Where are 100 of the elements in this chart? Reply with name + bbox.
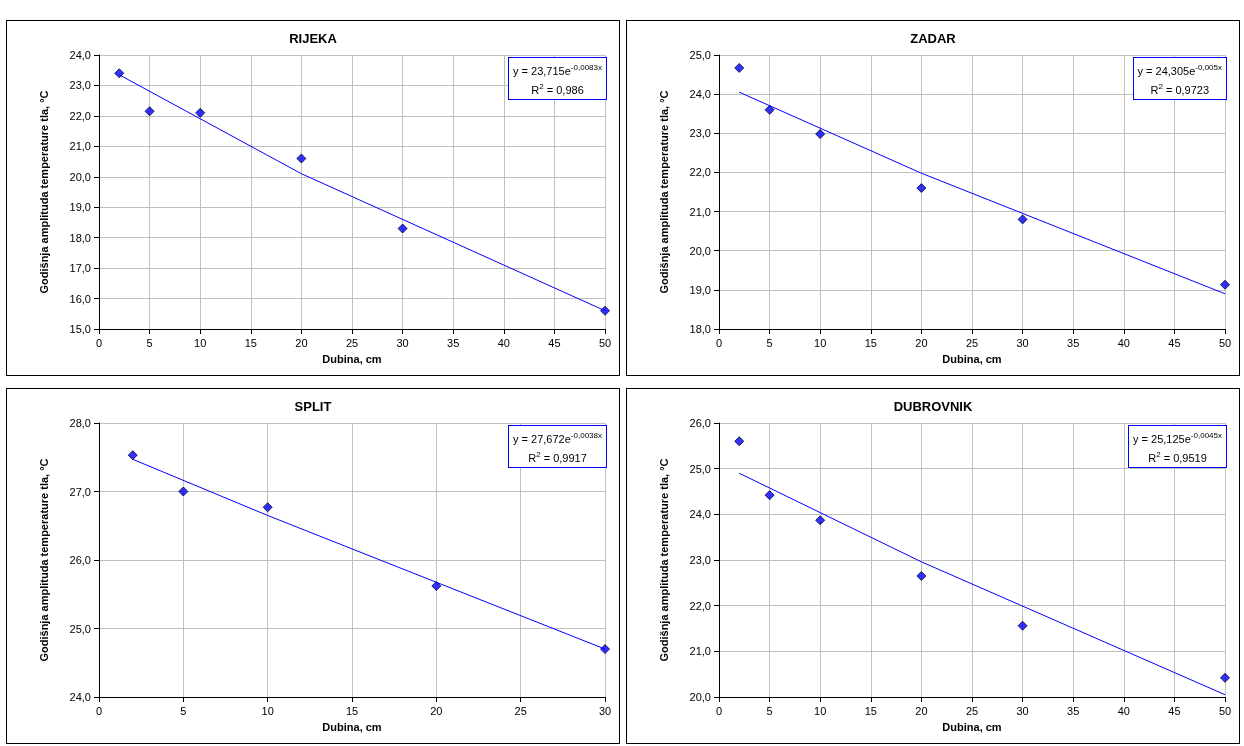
y-tick-label: 24,0 bbox=[689, 508, 711, 521]
y-tick-label: 21,0 bbox=[689, 645, 711, 658]
point bbox=[734, 436, 745, 447]
annotation: y = 27,672e$^{-0,0038x}$ bbox=[513, 430, 602, 447]
x-tick-label: 30 bbox=[1016, 704, 1029, 717]
x-tick-label: 50 bbox=[1218, 336, 1232, 349]
x-tick-label: 10 bbox=[814, 704, 827, 717]
y-tick-label: 18,0 bbox=[689, 323, 711, 335]
x-tick-label: 40 bbox=[1117, 704, 1130, 717]
y-tick-label: 17,0 bbox=[69, 262, 91, 275]
point bbox=[600, 644, 610, 655]
x-tick-label: 5 bbox=[180, 704, 187, 717]
x-tick-label: 20 bbox=[430, 704, 443, 717]
y-tick-label: 22,0 bbox=[689, 166, 711, 179]
x-tick-label: 15 bbox=[864, 704, 877, 717]
y-tick-label: 27,0 bbox=[69, 485, 91, 498]
y-tick-label: 24,0 bbox=[689, 88, 711, 101]
y-tick-label: 28,0 bbox=[69, 417, 91, 429]
y-tick-label: 21,0 bbox=[689, 205, 711, 218]
point bbox=[815, 515, 826, 526]
y-tick-label: 24,0 bbox=[69, 691, 91, 703]
point bbox=[262, 502, 273, 513]
x-tick-label: 45 bbox=[1168, 336, 1181, 349]
x-tick-label: 0 bbox=[95, 704, 103, 717]
y-tick-label: 16,0 bbox=[69, 292, 91, 305]
annotation: y = 25,125e$^{-0,0045x}$ bbox=[1133, 430, 1222, 447]
y-axis-title: Godišnja amplituda temperature tla, °C bbox=[658, 458, 670, 662]
point bbox=[178, 486, 189, 497]
point bbox=[397, 223, 408, 234]
x-tick-label: 35 bbox=[1067, 336, 1080, 349]
x-tick-label: 40 bbox=[1117, 336, 1130, 349]
x-axis-title: Dubina, cm bbox=[942, 352, 1002, 365]
y-axis-title: Godišnja amplituda temperature tla, °C bbox=[38, 90, 50, 294]
point bbox=[1220, 279, 1230, 290]
x-tick-label: 45 bbox=[548, 336, 561, 349]
chart-title: DUBROVNIK bbox=[893, 399, 973, 414]
annotation: R$^{2}$ = 0,9519 bbox=[1147, 448, 1208, 466]
annotation: y = 23,715e$^{-0,0083x}$ bbox=[513, 62, 602, 79]
y-tick-label: 15,0 bbox=[69, 323, 91, 335]
point bbox=[431, 581, 442, 592]
point bbox=[114, 68, 125, 79]
y-axis-title: Godišnja amplituda temperature tla, °C bbox=[38, 458, 50, 662]
y-tick-label: 21,0 bbox=[69, 140, 91, 153]
x-axis-title: Dubina, cm bbox=[942, 720, 1002, 733]
y-tick-label: 18,0 bbox=[69, 231, 91, 244]
chart-title: RIJEKA bbox=[289, 31, 338, 46]
y-tick-label: 23,0 bbox=[689, 554, 711, 566]
x-axis-title: Dubina, cm bbox=[322, 352, 382, 365]
point bbox=[144, 106, 155, 117]
x-tick-label: 5 bbox=[146, 336, 153, 349]
y-tick-label: 23,0 bbox=[689, 127, 711, 140]
x-tick-label: 35 bbox=[447, 336, 460, 349]
y-tick-label: 25,0 bbox=[689, 462, 711, 475]
annotation: y = 24,305e$^{-0,005x}$ bbox=[1137, 62, 1222, 79]
x-tick-label: 0 bbox=[95, 336, 103, 349]
y-tick-label: 26,0 bbox=[69, 554, 91, 566]
x-tick-label: 30 bbox=[396, 336, 409, 349]
annotation: R$^{2}$ = 0,986 bbox=[530, 80, 585, 98]
x-tick-label: 20 bbox=[915, 704, 928, 717]
point bbox=[764, 104, 775, 115]
y-tick-label: 22,0 bbox=[689, 599, 711, 612]
point bbox=[734, 62, 745, 73]
y-tick-label: 25,0 bbox=[69, 622, 91, 635]
x-tick-label: 10 bbox=[814, 336, 827, 349]
annotation: R$^{2}$ = 0,9917 bbox=[527, 448, 588, 466]
x-tick-label: 10 bbox=[261, 704, 274, 717]
x-tick-label: 40 bbox=[497, 336, 510, 349]
point bbox=[195, 107, 206, 118]
x-tick-label: 50 bbox=[1218, 704, 1232, 717]
y-tick-label: 20,0 bbox=[69, 170, 91, 183]
y-tick-label: 20,0 bbox=[689, 244, 711, 257]
x-tick-label: 50 bbox=[598, 336, 612, 349]
x-tick-label: 25 bbox=[514, 704, 527, 717]
point bbox=[764, 490, 775, 501]
y-tick-label: 23,0 bbox=[69, 79, 91, 92]
x-tick-label: 25 bbox=[965, 336, 979, 349]
x-tick-label: 0 bbox=[715, 336, 723, 349]
x-tick-label: 30 bbox=[1016, 336, 1029, 349]
y-tick-label: 19,0 bbox=[689, 283, 711, 296]
x-tick-label: 30 bbox=[598, 704, 612, 717]
y-tick-label: 19,0 bbox=[69, 201, 91, 214]
y-axis-title: Godišnja amplituda temperature tla, °C bbox=[658, 90, 670, 294]
x-tick-label: 10 bbox=[194, 336, 207, 349]
x-axis-title: Dubina, cm bbox=[322, 720, 382, 733]
x-tick-label: 0 bbox=[715, 704, 723, 717]
point bbox=[1017, 214, 1028, 225]
x-tick-label: 35 bbox=[1067, 704, 1080, 717]
x-tick-label: 25 bbox=[345, 336, 359, 349]
point bbox=[127, 450, 138, 461]
chart-title: ZADAR bbox=[910, 31, 957, 46]
x-tick-label: 15 bbox=[864, 336, 877, 349]
x-tick-label: 5 bbox=[766, 336, 773, 349]
x-tick-label: 20 bbox=[915, 336, 928, 349]
x-tick-label: 15 bbox=[345, 704, 359, 717]
x-tick-label: 5 bbox=[766, 704, 773, 717]
y-tick-label: 22,0 bbox=[69, 109, 91, 122]
chart-title: SPLIT bbox=[294, 399, 332, 414]
y-tick-label: 26,0 bbox=[689, 417, 711, 429]
x-tick-label: 25 bbox=[965, 704, 979, 717]
y-tick-label: 24,0 bbox=[69, 49, 91, 61]
